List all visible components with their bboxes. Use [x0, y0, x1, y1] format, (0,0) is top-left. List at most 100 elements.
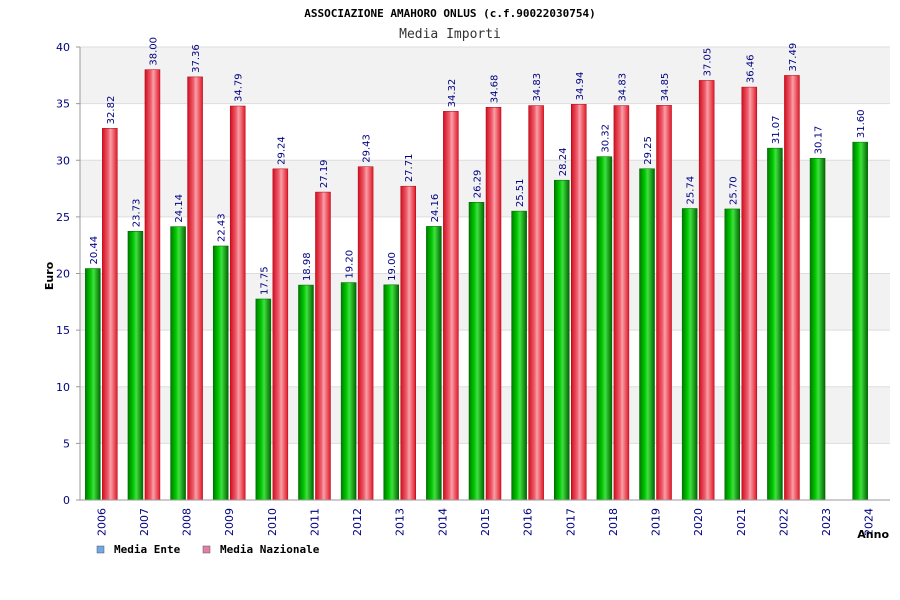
data-label-media-ente-2023: 30.17 — [814, 126, 825, 155]
bar-media-ente-2012 — [340, 282, 357, 501]
x-tick-label-2018: 2018 — [607, 508, 620, 536]
data-label-media-nazionale-2022: 37.49 — [788, 43, 799, 72]
data-label-media-nazionale-2007: 38.00 — [148, 37, 159, 66]
bar-media-nazionale-2008 — [187, 76, 203, 501]
x-tick-label-2020: 2020 — [692, 508, 705, 536]
bar-media-ente-2016 — [511, 210, 527, 501]
y-tick-label: 0 — [63, 494, 70, 507]
data-label-media-ente-2021: 25.70 — [728, 176, 739, 205]
y-axis-label: Euro — [43, 261, 56, 290]
data-label-media-nazionale-2015: 34.68 — [490, 75, 501, 104]
bar-media-ente-2008 — [170, 226, 186, 501]
bar-media-nazionale-2021 — [741, 86, 758, 501]
x-tick-label-2008: 2008 — [181, 508, 194, 536]
legend-swatch-media-ente — [96, 545, 105, 554]
y-tick-label: 20 — [56, 268, 70, 281]
x-tick-label-2010: 2010 — [266, 508, 279, 536]
bar-media-ente-2015 — [468, 202, 485, 501]
bar-media-ente-2010 — [255, 298, 272, 501]
data-label-media-ente-2008: 24.14 — [174, 194, 185, 223]
data-label-media-ente-2020: 25.74 — [686, 176, 697, 205]
y-tick-label: 30 — [56, 154, 70, 167]
bar-media-nazionale-2012 — [357, 166, 374, 501]
data-label-media-ente-2006: 20.44 — [89, 236, 100, 265]
bar-media-ente-2013 — [383, 284, 399, 501]
data-label-media-nazionale-2011: 27.19 — [319, 159, 330, 188]
legend-label-media-ente: Media Ente — [114, 543, 181, 556]
y-axis-ticks: 0 5 10 15 20 25 30 35 40 — [56, 41, 80, 507]
data-label-media-ente-2015: 26.29 — [473, 170, 484, 199]
data-label-media-nazionale-2017: 34.94 — [575, 72, 586, 101]
legend: Media Ente Media Nazionale — [96, 543, 320, 556]
data-label-media-ente-2022: 31.07 — [771, 115, 782, 144]
data-label-media-ente-2016: 25.51 — [515, 178, 526, 207]
chart-title: ASSOCIAZIONE AMAHORO ONLUS (c.f.90022030… — [304, 7, 595, 20]
data-label-media-ente-2024: 31.60 — [856, 109, 867, 138]
bar-media-nazionale-2014 — [443, 111, 459, 501]
bar-media-nazionale-2018 — [613, 105, 630, 501]
bar-media-ente-2018 — [596, 156, 613, 501]
x-tick-label-2015: 2015 — [479, 508, 492, 536]
y-tick-label: 40 — [56, 41, 70, 54]
bar-media-ente-2023 — [809, 158, 826, 501]
data-label-media-ente-2019: 29.25 — [643, 136, 654, 165]
data-label-media-ente-2017: 28.24 — [558, 148, 569, 177]
data-label-media-ente-2007: 23.73 — [131, 199, 142, 228]
bar-media-ente-2022 — [767, 147, 783, 501]
x-tick-label-2012: 2012 — [351, 508, 364, 536]
x-tick-label-2009: 2009 — [223, 508, 236, 536]
bar-media-ente-2014 — [426, 226, 442, 501]
data-label-media-ente-2013: 19.00 — [387, 252, 398, 281]
bar-media-nazionale-2011 — [315, 191, 331, 501]
x-tick-label-2007: 2007 — [138, 508, 151, 536]
bar-media-ente-2011 — [298, 284, 314, 501]
data-label-media-nazionale-2019: 34.85 — [660, 73, 671, 102]
x-tick-label-2011: 2011 — [308, 508, 321, 536]
data-label-media-nazionale-2010: 29.24 — [276, 136, 287, 165]
bar-media-ente-2017 — [554, 179, 570, 501]
bar-media-nazionale-2006 — [102, 128, 118, 501]
data-label-media-ente-2010: 17.75 — [259, 266, 270, 295]
chart-subtitle: Media Importi — [399, 27, 501, 42]
legend-swatch-media-nazionale — [202, 545, 211, 554]
bar-media-nazionale-2007 — [144, 69, 161, 501]
data-label-media-nazionale-2021: 36.46 — [745, 54, 756, 83]
x-tick-label-2017: 2017 — [564, 508, 577, 536]
x-tick-label-2021: 2021 — [735, 508, 748, 536]
bar-media-nazionale-2020 — [698, 80, 715, 501]
data-label-media-nazionale-2020: 37.05 — [703, 48, 714, 77]
bar-media-nazionale-2010 — [272, 168, 289, 501]
y-tick-label: 10 — [56, 381, 70, 394]
bar-media-ente-2024 — [852, 141, 868, 501]
data-label-media-nazionale-2018: 34.83 — [617, 73, 628, 102]
x-axis-ticks: 2006 2007 2008 2009 2010 2011 2012 2013 2014 2015… — [95, 508, 875, 536]
bar-media-ente-2020 — [681, 208, 698, 501]
x-tick-label-2023: 2023 — [820, 508, 833, 536]
data-label-media-nazionale-2013: 27.71 — [404, 154, 415, 183]
data-label-media-ente-2018: 30.32 — [600, 124, 611, 153]
x-tick-label-2013: 2013 — [394, 508, 407, 536]
x-tick-label-2006: 2006 — [95, 508, 108, 536]
bar-media-nazionale-2019 — [656, 105, 672, 501]
bar-media-ente-2007 — [127, 231, 144, 501]
bar-media-nazionale-2015 — [485, 106, 502, 501]
data-labels: 20.44 23.73 24.14 22.43 17.75 18.98 19.20 19.00… — [89, 37, 867, 295]
bar-media-nazionale-2016 — [528, 105, 544, 501]
data-label-media-nazionale-2006: 32.82 — [106, 96, 117, 125]
bar-media-nazionale-2017 — [571, 104, 587, 501]
y-tick-label: 15 — [56, 324, 70, 337]
data-label-media-ente-2012: 19.20 — [345, 250, 356, 279]
bar-media-ente-2009 — [212, 245, 229, 501]
bar-media-ente-2019 — [639, 168, 655, 501]
y-tick-label: 25 — [56, 211, 70, 224]
data-label-media-nazionale-2016: 34.83 — [532, 73, 543, 102]
x-axis-label: Anno — [857, 528, 889, 541]
data-label-media-nazionale-2012: 29.43 — [362, 134, 373, 163]
legend-label-media-nazionale: Media Nazionale — [220, 543, 320, 556]
data-label-media-ente-2009: 22.43 — [217, 213, 228, 242]
x-tick-label-2022: 2022 — [777, 508, 790, 536]
data-label-media-nazionale-2014: 34.32 — [447, 79, 458, 108]
y-tick-label: 35 — [56, 98, 70, 111]
bar-media-nazionale-2013 — [400, 185, 416, 501]
